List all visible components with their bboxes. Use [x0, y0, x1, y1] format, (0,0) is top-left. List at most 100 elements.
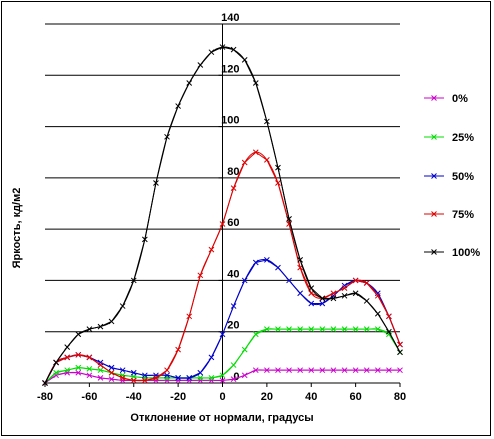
series-2-point-6: [108, 364, 115, 371]
y-tick-label-7: 140: [221, 12, 239, 24]
series-1-point-4: [86, 366, 93, 372]
series-4-point-5: [97, 323, 104, 330]
series-3-point-13: [186, 313, 193, 320]
legend-label-4: 100%: [452, 247, 480, 259]
x-tick-label-4: 0: [219, 391, 225, 403]
series-4-point-20: [264, 118, 270, 125]
series-3-point-6: [108, 369, 115, 376]
series-2-point-21: [275, 264, 281, 271]
series-4-point-23: [297, 257, 304, 263]
series-0-point-22: [286, 367, 292, 374]
series-1-point-1: [53, 369, 59, 376]
series-4-point-15: [208, 49, 215, 56]
series-2-point-18: [241, 277, 248, 284]
series-0-point-19: [252, 367, 259, 374]
series-4-point-2: [64, 344, 71, 350]
series-4-point-30: [374, 310, 381, 317]
series-0-point-26: [330, 367, 337, 374]
x-tick-label-0: -80: [37, 391, 53, 403]
series-1-point-5: [97, 367, 104, 374]
series-1-point-15: [208, 375, 215, 381]
series-4-point-1: [53, 359, 59, 366]
legend-item-1: 25%: [424, 132, 474, 144]
series-4-point-16: [219, 44, 226, 50]
series-2-point-24: [308, 300, 315, 307]
series-4-point-10: [153, 180, 159, 186]
legend-item-0: 0%: [424, 93, 468, 105]
series-0-point-14: [197, 377, 204, 384]
series-0-point-32: [397, 367, 403, 374]
series-1-point-2: [64, 367, 71, 374]
series-2-point-19: [252, 259, 259, 266]
series-4-point-19: [252, 80, 259, 86]
series-3-point-24: [308, 290, 315, 297]
x-tick-label-1: -60: [81, 391, 97, 403]
series-3-point-31: [386, 313, 392, 320]
series-4-point-24: [308, 285, 315, 291]
y-tick-label-3: 60: [227, 217, 239, 229]
series-0-point-24: [308, 367, 315, 374]
series-2-point-30: [374, 290, 381, 297]
series-4-point-18: [241, 57, 248, 63]
series-0-point-11: [164, 377, 170, 384]
series-2-point-25: [319, 300, 326, 307]
y-tick-label-4: 80: [227, 166, 239, 178]
series-1-point-27: [341, 326, 348, 333]
series-0-point-3: [75, 369, 82, 376]
series-3-point-3: [75, 351, 82, 358]
series-3-point-11: [164, 367, 170, 374]
series-0-point-15: [208, 377, 215, 384]
series-3-point-27: [341, 285, 348, 291]
x-tick-label-2: -40: [126, 391, 142, 403]
series-2-point-15: [208, 354, 215, 361]
series-1-point-28: [352, 326, 359, 333]
series-1-point-30: [374, 326, 381, 333]
series-2-point-9: [141, 372, 148, 379]
x-tick-label-3: -20: [170, 391, 186, 403]
series-4-point-25: [319, 295, 326, 302]
series-0-point-16: [219, 377, 226, 384]
series-0-point-28: [352, 367, 359, 374]
series-1-point-14: [197, 375, 204, 381]
series-3-point-28: [352, 277, 359, 284]
legend-swatch-marker-1: [431, 134, 437, 140]
series-4-point-27: [341, 292, 348, 299]
series-1-point-26: [330, 326, 337, 333]
series-3-point-16: [219, 221, 226, 227]
series-group: [42, 44, 403, 386]
series-4-point-3: [75, 331, 82, 338]
series-3-point-12: [175, 346, 181, 353]
series-1-point-22: [286, 326, 292, 333]
series-3-point-26: [330, 290, 337, 297]
legend-swatch-marker-0: [431, 95, 437, 101]
series-0-point-23: [297, 367, 304, 374]
series-1-point-17: [230, 362, 237, 368]
series-2-point-16: [219, 331, 226, 338]
series-0: [42, 367, 403, 386]
series-4-point-6: [108, 318, 115, 325]
legend-label-2: 50%: [452, 171, 474, 183]
series-0-point-20: [264, 367, 270, 374]
series-4: [42, 44, 403, 386]
series-3-point-4: [86, 354, 93, 361]
series-3-point-32: [397, 341, 403, 348]
series-0-point-27: [341, 367, 348, 374]
series-3-point-17: [230, 185, 237, 191]
series-1-point-23: [297, 326, 304, 333]
legend-item-4: 100%: [424, 247, 480, 259]
series-1-point-31: [386, 331, 392, 338]
series-3-point-9: [141, 377, 148, 384]
series-4-point-11: [164, 133, 170, 140]
series-4-point-28: [352, 290, 359, 297]
series-3-point-7: [119, 375, 126, 381]
series-0-point-30: [374, 367, 381, 374]
series-3-point-30: [374, 292, 381, 299]
series-4-point-13: [186, 80, 193, 86]
x-tick-label-5: 20: [261, 391, 273, 403]
series-0-point-25: [319, 367, 326, 374]
series-2-point-17: [230, 303, 237, 309]
series-0-point-4: [86, 372, 93, 379]
legend-swatch-marker-2: [431, 173, 437, 179]
